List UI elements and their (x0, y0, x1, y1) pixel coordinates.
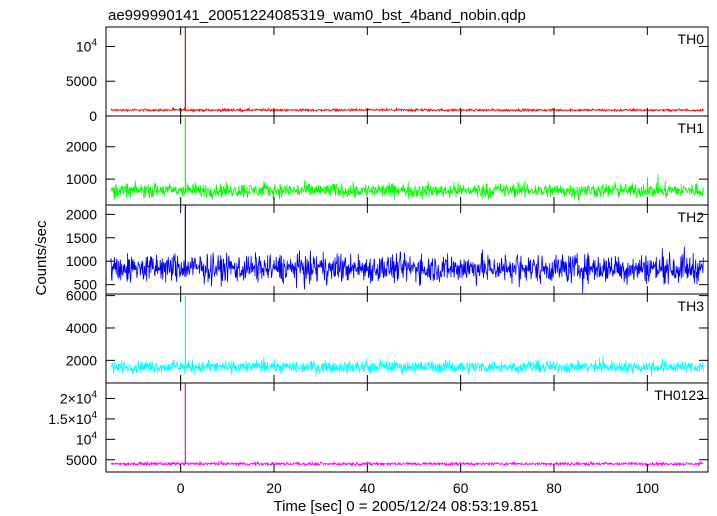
y-tick-label: 5000 (66, 452, 97, 468)
series-line-th0 (110, 106, 704, 114)
panel-name-label: TH2 (678, 209, 705, 225)
x-tick-label: 60 (453, 480, 469, 496)
panel-name-label: TH1 (678, 120, 705, 136)
panel-frame (105, 26, 709, 117)
x-tick-label: 20 (266, 480, 282, 496)
chart-title: ae999990141_20051224085319_wam0_bst_4ban… (108, 7, 526, 24)
y-tick-label: 2×104 (60, 390, 98, 407)
panel-th3: 2000 4000 6000 TH3 (66, 288, 709, 384)
y-tick-label: 2000 (66, 352, 97, 368)
panel-name-label: TH0123 (654, 387, 704, 403)
panel-th0123: 5000 104 1.5×104 2×104 TH0123 (48, 382, 709, 473)
series-line-th0123 (110, 460, 704, 468)
series-line-th1 (110, 173, 704, 201)
y-tick-label: 0 (89, 108, 97, 124)
y-tick-label: 5000 (66, 73, 97, 89)
y-tick-label: 500 (74, 277, 98, 293)
y-tick-label: 4000 (66, 320, 97, 336)
y-tick-label: 2000 (66, 139, 97, 155)
panel-th1: 1000 2000 TH1 (66, 115, 709, 206)
y-tick-label: 104 (76, 37, 98, 54)
panel-frame (105, 382, 709, 473)
panel-th0: 0 5000 104 TH0 (66, 26, 709, 124)
y-tick-label: 1000 (66, 253, 97, 269)
y-tick-label: 1000 (66, 171, 97, 187)
y-tick-label: 6000 (66, 288, 97, 304)
y-tick-label: 2000 (66, 206, 97, 222)
y-tick-label: 104 (76, 430, 98, 447)
y-tick-label: 1500 (66, 230, 97, 246)
x-axis-label: Time [sec] 0 = 2005/12/24 08:53:19.851 (273, 498, 538, 515)
panel-th2: 500 1000 1500 2000 TH2 (66, 204, 709, 295)
series-line-th3 (110, 356, 704, 377)
x-tick-label: 100 (636, 480, 660, 496)
x-tick-label: 80 (546, 480, 562, 496)
y-tick-label: 1.5×104 (48, 410, 97, 427)
x-tick-label: 0 (177, 480, 185, 496)
y-axis-label: Counts/sec (33, 220, 50, 296)
panel-name-label: TH0 (678, 31, 705, 47)
x-tick-label: 40 (360, 480, 376, 496)
series-line-th2 (110, 246, 704, 294)
panel-name-label: TH3 (678, 298, 705, 314)
